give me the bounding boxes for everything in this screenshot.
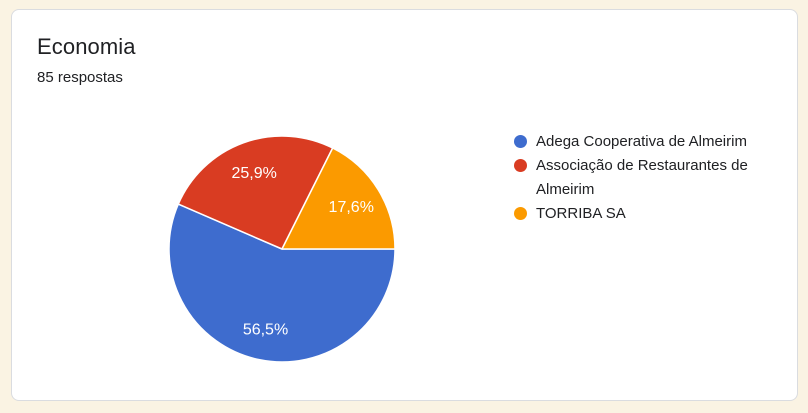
pie-slice-1[interactable] (168, 203, 396, 363)
question-title: Economia (37, 34, 136, 59)
chart-legend: Adega Cooperativa de Almeirim Associação … (514, 130, 782, 226)
pie-slice-percent-label: 56,5% (243, 321, 288, 338)
pie-slice-2[interactable] (177, 135, 334, 250)
legend-swatch-icon (514, 159, 527, 172)
pie-slice-percent-label: 25,9% (232, 165, 277, 182)
legend-label: Associação de Restaurantes de Almeirim (536, 157, 748, 198)
responses-count: 85 respostas (37, 69, 123, 86)
legend-label: TORRIBA SA (536, 205, 626, 222)
legend-label: Adega Cooperativa de Almeirim (536, 133, 747, 150)
pie-chart: 56,5% 25,9% 17,6% (162, 129, 402, 369)
response-summary-card: Economia 85 respostas 56,5% 25,9% 17,6% Ad… (11, 9, 798, 401)
legend-item-1: Adega Cooperativa de Almeirim (514, 130, 782, 154)
legend-swatch-icon (514, 135, 527, 148)
pie-chart-svg: 56,5% 25,9% 17,6% (168, 135, 396, 363)
legend-swatch-icon (514, 207, 527, 220)
legend-item-2: Associação de Restaurantes de Almeirim (514, 154, 782, 202)
legend-item-3: TORRIBA SA (514, 202, 782, 226)
pie-slice-percent-label: 17,6% (329, 199, 374, 216)
pie-slice-3[interactable] (281, 147, 396, 250)
